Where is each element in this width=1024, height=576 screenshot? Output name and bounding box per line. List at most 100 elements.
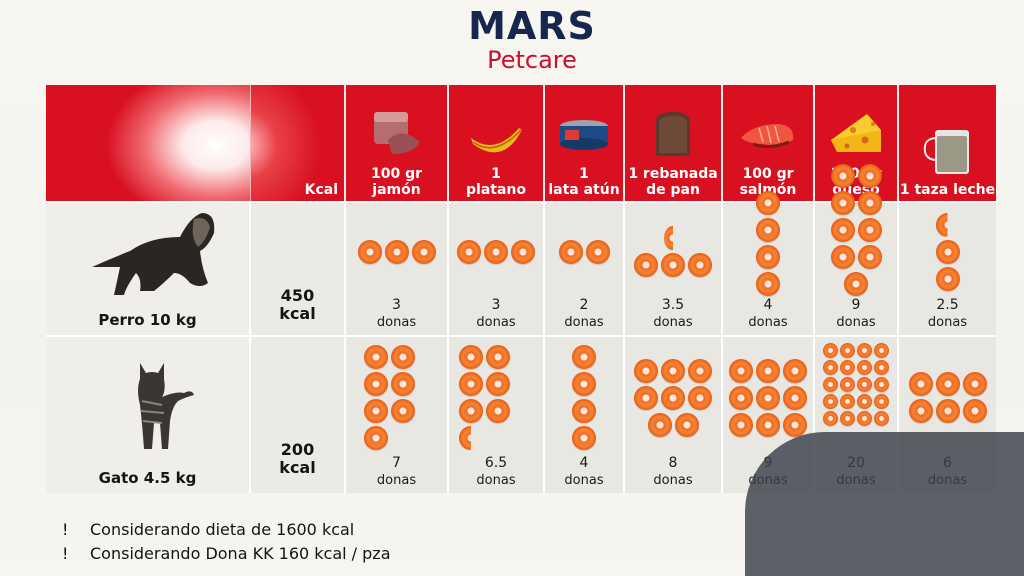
- donut-cell: 8 donas: [625, 337, 723, 493]
- donut-icon: [935, 239, 960, 264]
- kcal-number: 450: [280, 286, 315, 305]
- kcal-unit: kcal: [279, 458, 316, 477]
- donut-icon: [962, 372, 987, 396]
- donut-icon: [830, 191, 855, 215]
- header-food-tuna: 1 lata atún: [545, 85, 625, 201]
- donut-icon: [857, 411, 872, 426]
- donut-group: [723, 337, 813, 454]
- food-name: jamón: [372, 182, 421, 198]
- donut-icon: [647, 412, 672, 437]
- donut-icon: [756, 191, 780, 215]
- donut-cell: 2 donas: [545, 203, 625, 335]
- donut-group: [918, 203, 978, 296]
- header-food-salmon: 100 gr salmón: [723, 85, 815, 201]
- donut-icon: [688, 358, 712, 383]
- kcal-header-label: Kcal: [304, 182, 338, 198]
- food-qty: 100 gr: [742, 166, 794, 182]
- donut-icon: [634, 253, 658, 277]
- donut-icon: [459, 372, 483, 396]
- food-qty: 1 rebanada: [628, 166, 718, 182]
- donut-count: 9: [851, 297, 861, 313]
- donut-count: 3: [392, 297, 401, 313]
- donut-icon: [783, 412, 807, 437]
- table-row-perro: Perro 10 kg 450 kcal 3 donas 3 donas 2 d…: [46, 164, 996, 335]
- donut-icon: [874, 394, 889, 409]
- donut-count: 4: [579, 455, 589, 471]
- donut-icon: [390, 345, 415, 369]
- donut-icon: [857, 377, 872, 392]
- exclamation-icon: !: [62, 544, 69, 563]
- donut-count: 6: [943, 455, 952, 471]
- header-corner: [46, 85, 251, 201]
- food-name: 1 taza leche: [899, 182, 996, 198]
- donut-icon: [363, 399, 388, 423]
- donut-group: [451, 337, 541, 454]
- donut-cell: 4 donas: [723, 191, 815, 335]
- donut-count: 8: [668, 455, 678, 471]
- pet-cell: Gato 4.5 kg: [46, 337, 251, 493]
- header-kcal: Kcal: [251, 85, 346, 201]
- donut-icon: [357, 239, 382, 264]
- donut-icon: [908, 399, 933, 423]
- pet-cell: Perro 10 kg: [46, 203, 251, 335]
- donut-icon: [511, 239, 535, 264]
- donut-unit: donas: [653, 473, 693, 488]
- kcal-cell: 450 kcal: [251, 203, 346, 335]
- brand-name: MARS: [468, 4, 596, 48]
- donut-group: [815, 337, 897, 454]
- donut-unit: donas: [836, 473, 876, 488]
- donut-icon: [908, 372, 933, 396]
- donut-icon: [484, 239, 508, 264]
- footnote: ! Considerando dieta de 1600 kcal: [62, 518, 391, 542]
- donut-unit: donas: [564, 315, 604, 330]
- donut-icon: [688, 385, 712, 410]
- half-donut-icon: [935, 212, 948, 237]
- donut-unit: donas: [476, 315, 516, 330]
- mars-petcare-logo: MARS Petcare: [0, 4, 1024, 74]
- donut-icon: [823, 411, 838, 426]
- donut-icon: [830, 245, 855, 269]
- half-donut-icon: [459, 426, 471, 450]
- donut-icon: [486, 399, 510, 423]
- donut-unit: donas: [927, 473, 968, 488]
- donut-icon: [756, 245, 780, 269]
- donut-unit: donas: [376, 473, 417, 488]
- donut-count: 3.5: [661, 297, 685, 313]
- donut-icon: [661, 253, 685, 277]
- donut-unit: donas: [564, 473, 604, 488]
- calorie-comparison-table: Kcal 100 gr jamón 1 platano: [46, 85, 996, 493]
- donut-icon: [874, 377, 889, 392]
- donut-group: [738, 187, 798, 296]
- donut-icon: [486, 345, 510, 369]
- donut-cell: 6 donas: [899, 337, 996, 493]
- donut-count: 20: [847, 455, 865, 471]
- donut-icon: [857, 191, 882, 215]
- donut-icon: [840, 360, 855, 375]
- donut-icon: [857, 218, 882, 242]
- donut-cell: 9 donas: [723, 337, 815, 493]
- header-row: Kcal 100 gr jamón 1 platano: [46, 85, 996, 201]
- exclamation-icon: !: [62, 520, 69, 539]
- donut-icon: [857, 343, 872, 358]
- kcal-cell: 200 kcal: [251, 337, 346, 493]
- donut-cell: 9 donas: [815, 164, 899, 335]
- donut-cell: 2.5 donas: [899, 203, 996, 335]
- donut-cell: 3 donas: [346, 203, 449, 335]
- donut-icon: [457, 239, 481, 264]
- food-name: platano: [466, 182, 526, 198]
- milk-cup-icon: [923, 130, 969, 174]
- footnote: ! Considerando Dona KK 160 kcal / pza: [62, 542, 391, 566]
- donut-icon: [459, 345, 483, 369]
- donut-group: [815, 162, 897, 296]
- donut-icon: [572, 372, 596, 396]
- donut-icon: [823, 360, 838, 375]
- donut-cell: 4 donas: [545, 337, 625, 493]
- header-food-banana: 1 platano: [449, 85, 545, 201]
- banana-icon: [471, 128, 522, 153]
- food-qty: 100 gr: [370, 166, 423, 182]
- half-donut-icon: [664, 226, 673, 250]
- donut-icon: [384, 239, 409, 264]
- donut-icon: [572, 345, 596, 369]
- donut-cell: 6.5 donas: [449, 337, 545, 493]
- donut-cell: 7 donas: [346, 337, 449, 493]
